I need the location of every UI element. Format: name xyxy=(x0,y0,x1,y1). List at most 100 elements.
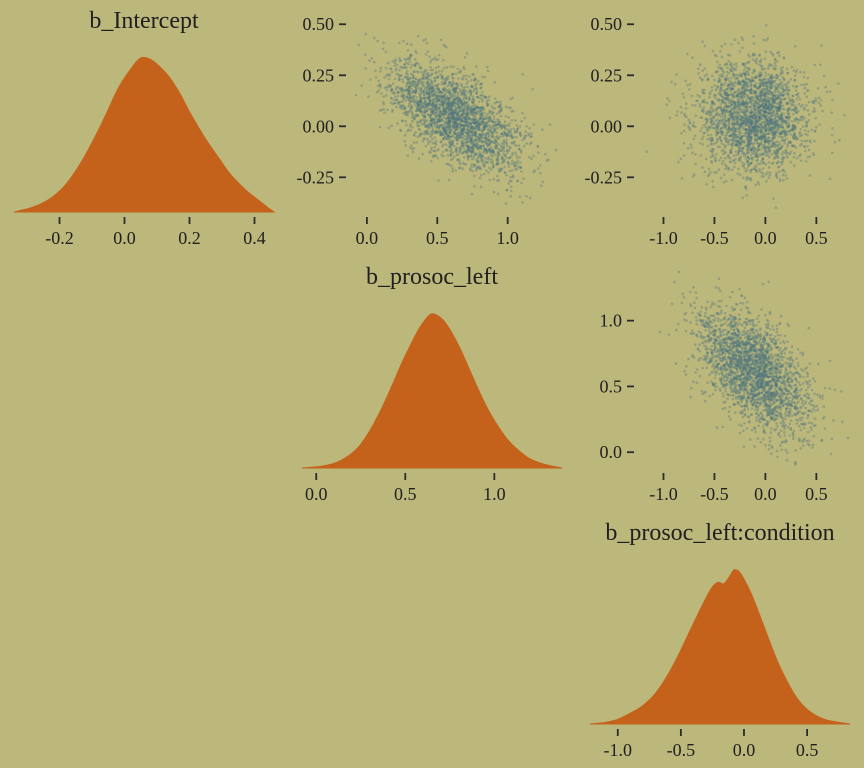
scatter-point xyxy=(732,122,735,125)
scatter-point xyxy=(387,73,391,76)
scatter-point xyxy=(434,113,438,117)
scatter-point xyxy=(748,78,751,82)
scatter-point xyxy=(720,119,723,122)
scatter-point xyxy=(410,63,414,66)
scatter-point xyxy=(739,136,742,139)
scatter-point xyxy=(721,100,724,104)
scatter-point xyxy=(702,100,705,103)
scatter-point xyxy=(474,119,478,123)
scatter-point xyxy=(768,122,771,125)
scatter-point xyxy=(496,156,499,159)
scatter-point xyxy=(763,122,766,126)
scatter-point xyxy=(452,123,455,126)
scatter-point xyxy=(478,150,481,154)
scatter-point xyxy=(785,116,789,119)
scatter-point xyxy=(398,56,401,60)
scatter-point xyxy=(440,91,443,94)
scatter-point xyxy=(767,140,770,144)
scatter-point xyxy=(808,155,812,158)
scatter-point xyxy=(503,134,506,137)
scatter-point xyxy=(451,72,454,76)
scatter-point xyxy=(758,162,762,165)
scatter-point xyxy=(782,104,785,108)
scatter-point xyxy=(717,98,721,101)
scatter-point xyxy=(770,131,774,135)
scatter-point xyxy=(778,94,782,97)
scatter-point xyxy=(763,139,767,143)
scatter-point xyxy=(449,95,453,99)
scatter-point xyxy=(404,144,408,147)
scatter-point xyxy=(454,90,458,94)
scatter-point xyxy=(728,134,731,138)
scatter-point xyxy=(767,73,770,76)
scatter-point xyxy=(393,101,396,105)
scatter-point xyxy=(709,155,713,159)
scatter-point xyxy=(439,119,442,122)
scatter-point xyxy=(510,110,513,113)
scatter-point xyxy=(497,147,501,151)
scatter-point xyxy=(405,88,408,91)
scatter-point xyxy=(768,124,771,127)
scatter-point xyxy=(446,128,450,132)
scatter-point xyxy=(730,143,734,147)
scatter-point xyxy=(777,107,781,110)
scatter-point xyxy=(466,145,470,148)
scatter-point xyxy=(433,121,437,125)
scatter-point xyxy=(508,156,512,160)
scatter-point xyxy=(463,101,467,104)
scatter-point xyxy=(703,131,707,135)
scatter-point xyxy=(764,103,768,107)
scatter-point xyxy=(408,60,411,63)
scatter-point xyxy=(427,126,431,129)
scatter-point xyxy=(502,152,505,155)
scatter-point xyxy=(741,122,744,126)
scatter-point xyxy=(729,134,733,138)
scatter-point xyxy=(467,117,471,120)
scatter-point xyxy=(735,136,739,139)
scatter-point xyxy=(728,122,731,125)
scatter-point xyxy=(496,126,500,130)
scatter-point xyxy=(423,70,426,74)
scatter-point xyxy=(705,183,708,186)
scatter-point xyxy=(764,80,768,84)
scatter-point xyxy=(793,126,797,130)
scatter-point xyxy=(815,125,818,129)
scatter-point xyxy=(446,77,450,81)
scatter-point xyxy=(519,161,522,164)
scatter-point xyxy=(483,136,486,140)
scatter-point xyxy=(458,87,462,91)
scatter-point xyxy=(750,130,753,134)
scatter-point xyxy=(755,95,759,98)
scatter-point xyxy=(448,83,451,87)
scatter-point xyxy=(477,128,481,132)
scatter-point xyxy=(449,106,453,110)
scatter-point xyxy=(742,101,746,104)
scatter-point xyxy=(462,127,466,131)
scatter-point xyxy=(681,92,685,96)
scatter-point xyxy=(479,134,483,137)
scatter-point xyxy=(412,90,415,93)
scatter-point xyxy=(771,105,774,109)
scatter-point xyxy=(423,115,427,119)
scatter-point xyxy=(455,111,458,115)
scatter-point xyxy=(713,78,716,82)
scatter-point xyxy=(760,88,764,91)
scatter-point xyxy=(393,92,396,95)
scatter-point xyxy=(419,110,423,113)
scatter-point xyxy=(787,92,790,96)
scatter-point xyxy=(503,120,507,123)
scatter-point xyxy=(709,125,712,128)
scatter-point xyxy=(800,83,803,87)
scatter-point xyxy=(746,136,750,140)
scatter-point xyxy=(759,99,763,102)
scatter-point xyxy=(468,140,472,143)
scatter-point xyxy=(750,142,754,145)
scatter-point xyxy=(402,89,406,93)
scatter-point xyxy=(404,65,407,69)
scatter-point xyxy=(416,120,419,124)
scatter-point xyxy=(781,107,784,111)
scatter-point xyxy=(491,162,495,165)
scatter-point xyxy=(732,118,735,122)
scatter-point xyxy=(398,74,402,77)
scatter-point xyxy=(447,91,450,94)
